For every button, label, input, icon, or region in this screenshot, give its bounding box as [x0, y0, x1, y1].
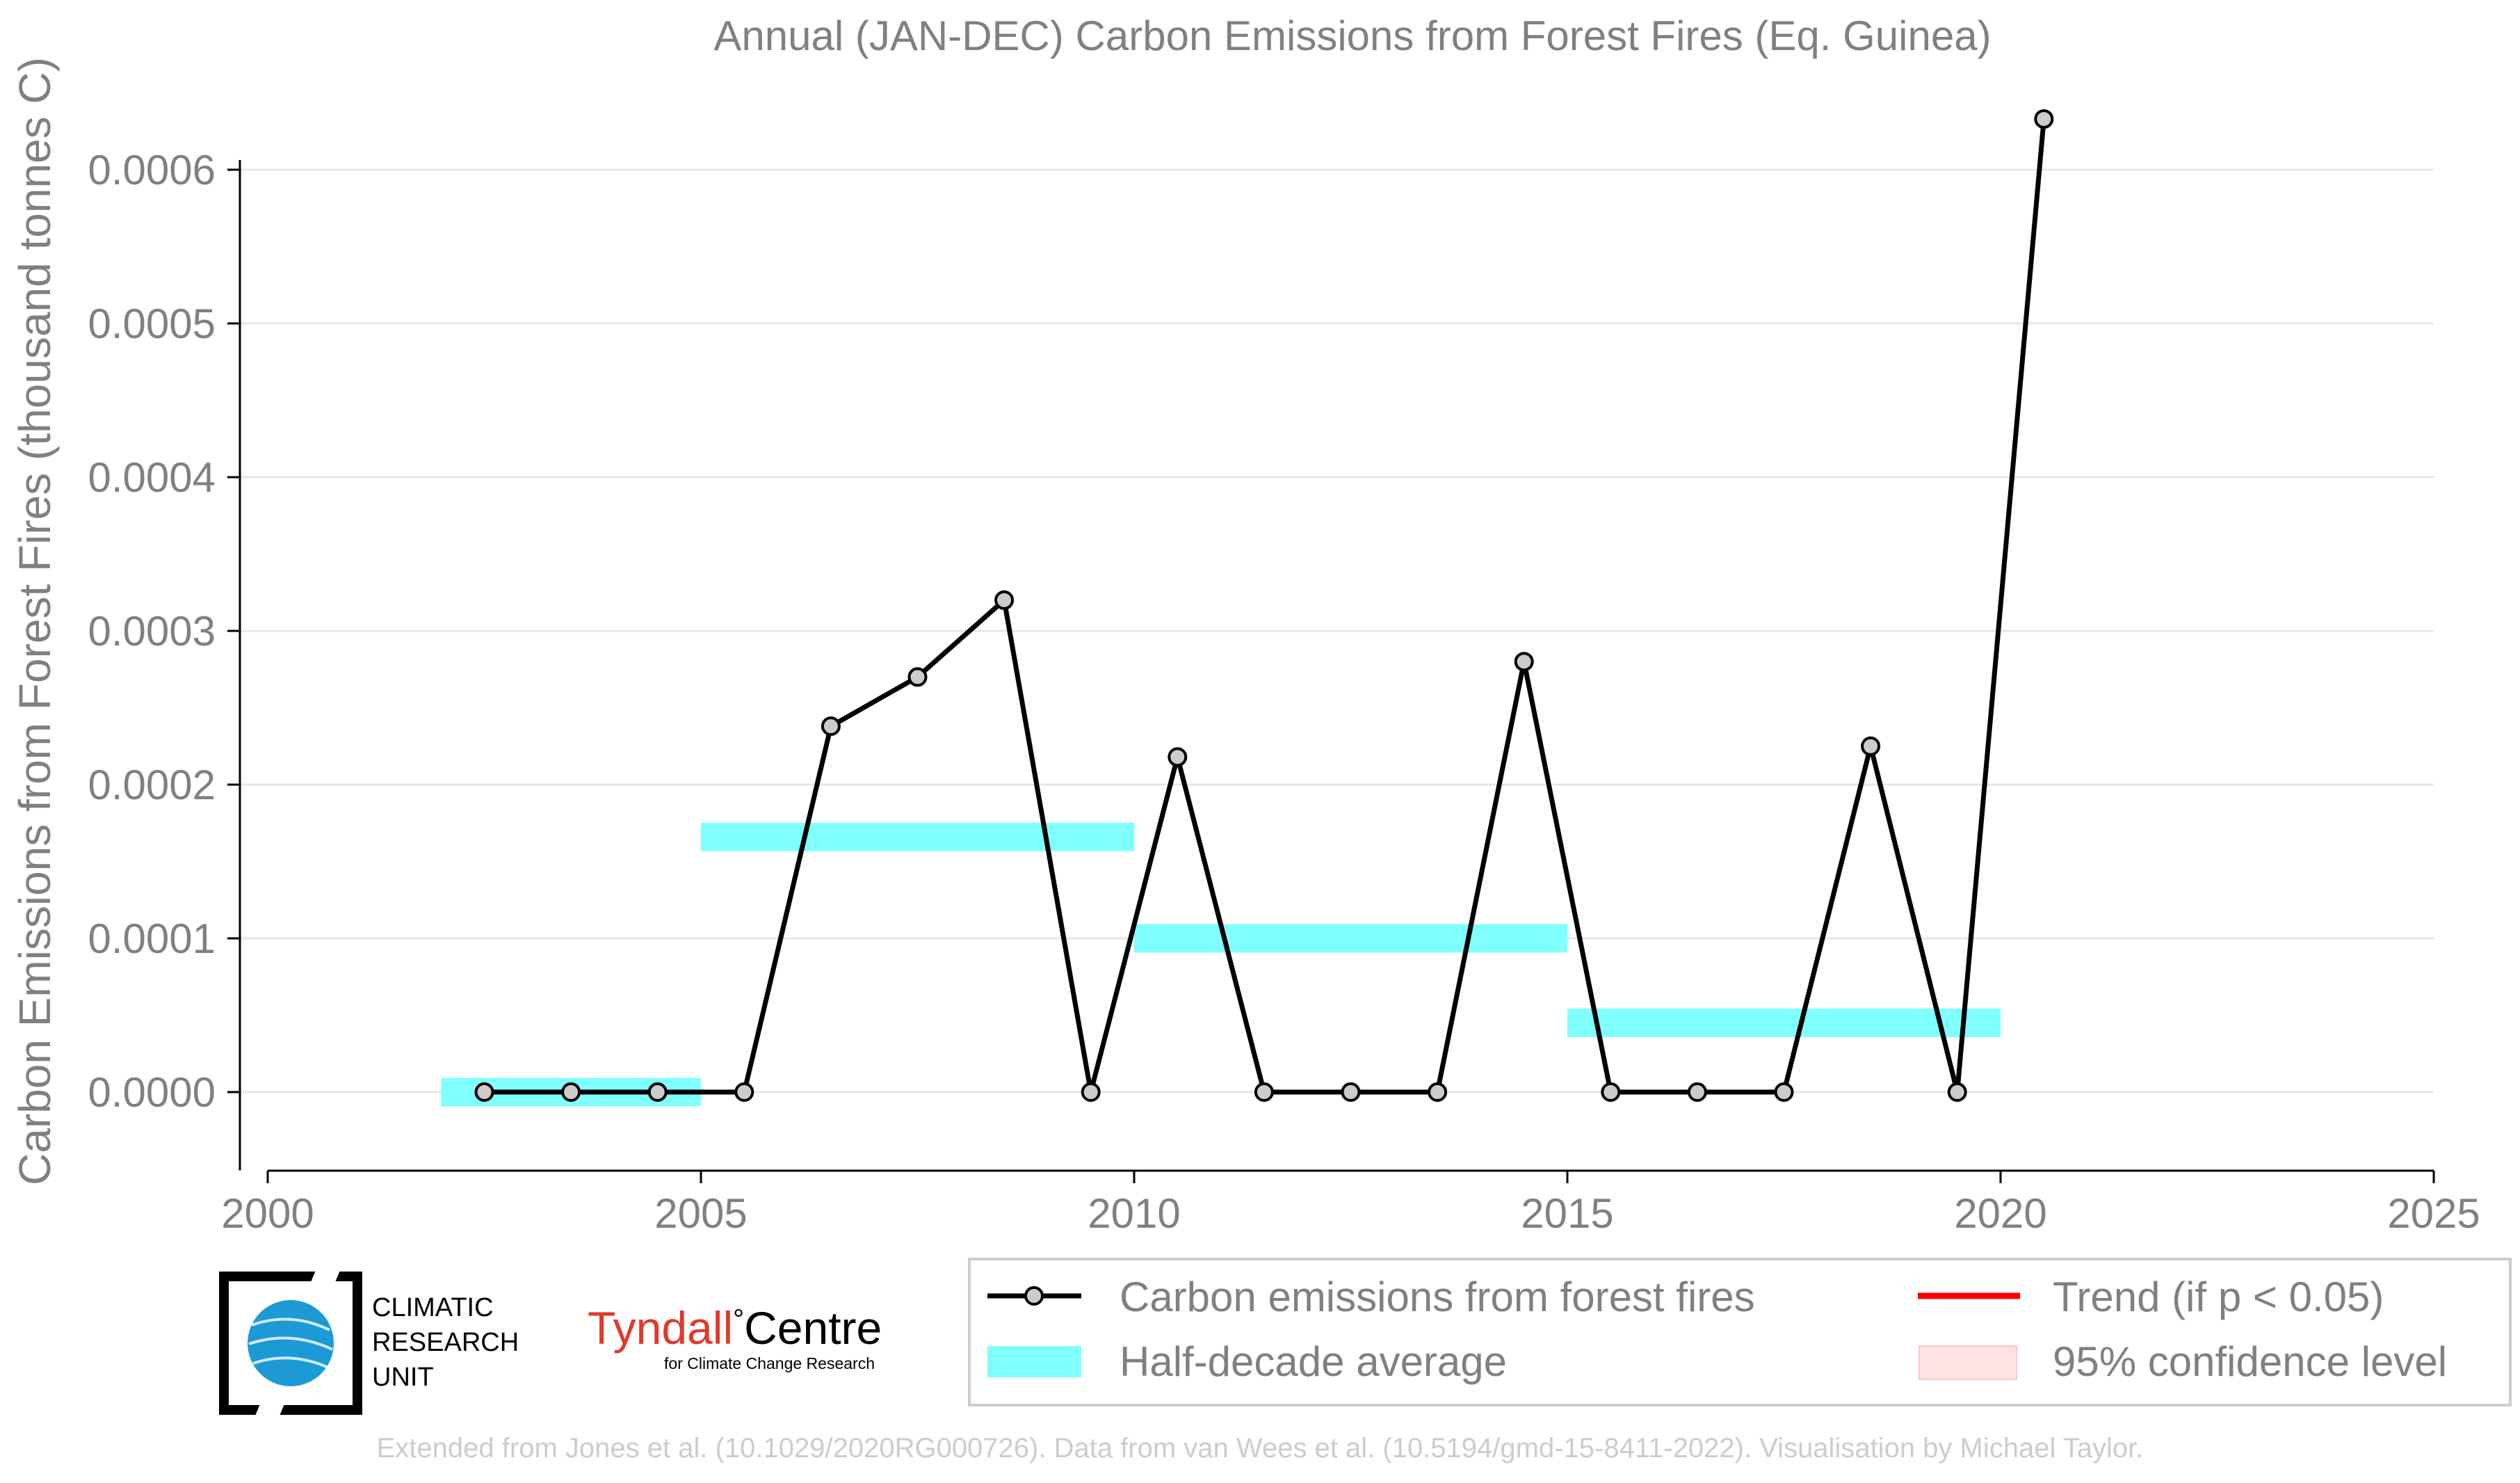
half-decade-average-bar: [701, 822, 1134, 851]
cru-logo: CLIMATIC RESEARCH UNIT: [219, 1269, 519, 1419]
tyndall-wordmark: Tyndall°Centre: [588, 1302, 882, 1354]
globe-lines: [248, 1317, 333, 1369]
legend-label-confidence: 95% confidence level: [2053, 1338, 2447, 1385]
data-point: [1861, 736, 1881, 756]
axes: [227, 160, 2435, 1183]
series-carbon-emissions: [474, 109, 2054, 1102]
footer-credit: Extended from Jones et al. (10.1029/2020…: [377, 1433, 2144, 1464]
cru-text-1: CLIMATIC: [372, 1293, 494, 1322]
x-tick-labels: 2000 2005 2010 2015 2020 2025: [221, 1190, 2480, 1237]
data-point: [1774, 1082, 1794, 1102]
data-point: [1168, 747, 1188, 767]
legend-box: [968, 1258, 2512, 1406]
tyndall-logo: Tyndall°Centre for Climate Change Resear…: [588, 1302, 882, 1372]
tyndall-subtitle: for Climate Change Research: [664, 1354, 875, 1372]
data-point: [1947, 1082, 1967, 1102]
data-point: [647, 1082, 668, 1102]
y-tick-label: 0.0006: [88, 147, 216, 193]
x-tick-label: 2020: [1954, 1190, 2046, 1237]
half-decade-average-bar: [1134, 924, 1567, 953]
cru-text-3: UNIT: [372, 1363, 434, 1392]
gridlines: [240, 168, 2434, 1093]
x-tick-label: 2010: [1088, 1190, 1180, 1237]
data-point: [1601, 1082, 1621, 1102]
x-tick-label: 2015: [1521, 1190, 1613, 1237]
half-decade-average-bar: [1567, 1009, 2001, 1037]
y-tick-label: 0.0004: [88, 454, 216, 501]
cru-frame: [219, 1272, 362, 1415]
cru-text-2: RESEARCH: [372, 1328, 519, 1357]
y-tick-label: 0.0002: [88, 762, 216, 808]
y-tick-label: 0.0005: [88, 300, 216, 347]
data-point: [994, 590, 1015, 610]
y-tick-labels: 0.0000 0.0001 0.0002 0.0003 0.0004 0.0005 0.00…: [88, 147, 216, 1116]
legend-marker-emissions: [1024, 1286, 1044, 1306]
y-axis-label: Carbon Emissions from Forest Fires (thou…: [10, 57, 60, 1185]
chart-title: Annual (JAN-DEC) Carbon Emissions from F…: [713, 13, 1991, 59]
data-point: [734, 1082, 754, 1102]
data-point: [1428, 1082, 1448, 1102]
data-point: [821, 716, 841, 737]
y-tick-label: 0.0001: [88, 915, 216, 962]
legend-label-trend: Trend (if p < 0.05): [2053, 1274, 2384, 1320]
x-tick-label: 2025: [2387, 1190, 2480, 1237]
y-tick-label: 0.0000: [88, 1069, 216, 1116]
legend: Carbon emissions from forest fires Half-…: [968, 1258, 2512, 1406]
globe-icon: [248, 1300, 334, 1386]
y-tick-label: 0.0003: [88, 608, 216, 655]
data-point: [1687, 1082, 1707, 1102]
data-point: [2034, 109, 2054, 129]
legend-label-half-decade: Half-decade average: [1120, 1338, 1507, 1385]
data-point: [474, 1082, 494, 1102]
legend-label-emissions: Carbon emissions from forest fires: [1120, 1274, 1755, 1320]
x-tick-label: 2005: [654, 1190, 747, 1237]
data-point: [561, 1082, 581, 1102]
data-point: [1081, 1082, 1101, 1102]
data-point: [1341, 1082, 1361, 1102]
data-point: [1514, 652, 1534, 672]
data-point: [1254, 1082, 1274, 1102]
x-tick-label: 2000: [221, 1190, 314, 1237]
half-decade-average-bars: [441, 822, 2001, 1107]
data-point: [907, 667, 928, 687]
legend-patch-confidence: [1919, 1345, 2017, 1380]
legend-patch-half-decade: [987, 1346, 1081, 1377]
